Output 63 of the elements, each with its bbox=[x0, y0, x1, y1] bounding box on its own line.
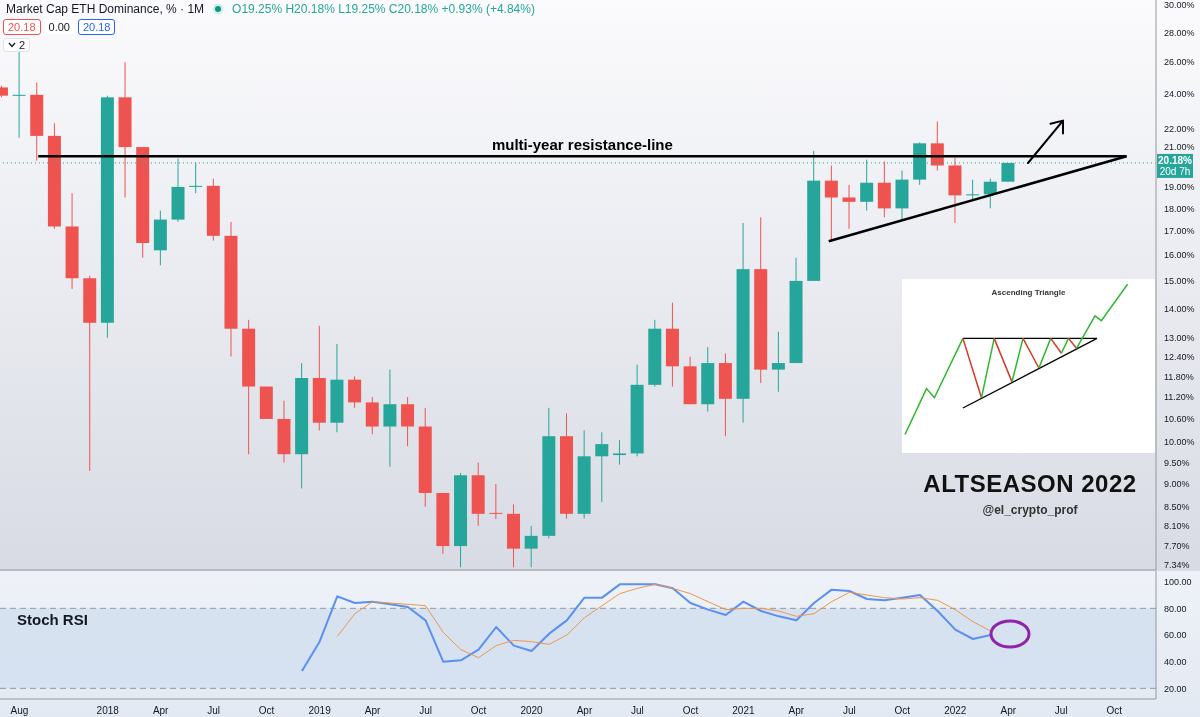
y-tick-label: 16.00% bbox=[1164, 250, 1195, 261]
y-tick-label: 19.00% bbox=[1164, 182, 1195, 193]
x-tick-label: Apr bbox=[364, 705, 382, 717]
x-tick-label: Oct bbox=[470, 705, 487, 717]
x-tick-label: Apr bbox=[152, 705, 170, 717]
y-tick-label: 11.80% bbox=[1164, 371, 1194, 382]
y-tick-label: 8.50% bbox=[1164, 501, 1190, 512]
x-tick-label: Aug bbox=[10, 705, 29, 717]
ascending-triangle-picture: Ascending Triangle bbox=[902, 279, 1155, 453]
y-tick-label: 10.00% bbox=[1164, 437, 1195, 448]
annotation: O19.25% H20.18% L19.25% C20.18% +0.93% (+4.84%) bbox=[232, 2, 535, 16]
y-tick-label: 30.00% bbox=[1164, 0, 1195, 11]
y-tick-label: 11.20% bbox=[1164, 392, 1194, 403]
y-tick-label: 80.00 bbox=[1164, 603, 1187, 614]
y-tick-label: 9.50% bbox=[1164, 457, 1190, 468]
x-tick-label: 2020 bbox=[520, 705, 544, 717]
ref-line-label: 20.18% 20d 7h bbox=[1158, 154, 1193, 177]
chart-title: Market Cap ETH Dominance, % · 1M bbox=[6, 2, 205, 16]
y-tick-label: 17.00% bbox=[1164, 226, 1195, 237]
y-tick-label: 7.34% bbox=[1164, 560, 1190, 571]
x-tick-label: Oct bbox=[894, 705, 911, 717]
x-tick-label: Jul bbox=[419, 705, 432, 717]
x-tick-label: Jul bbox=[207, 705, 221, 717]
x-tick-label: Oct bbox=[1106, 705, 1123, 717]
y-tick-label: 40.00 bbox=[1164, 656, 1187, 667]
x-tick-label: Apr bbox=[788, 705, 805, 717]
y-tick-label: 28.00% bbox=[1164, 27, 1195, 38]
annotation: 0.00 bbox=[44, 20, 74, 34]
annotation: 20.18 bbox=[3, 19, 41, 35]
y-tick-label: 20.00 bbox=[1164, 683, 1187, 694]
y-tick-label: 60.00 bbox=[1164, 630, 1187, 641]
text: Stoch RSI bbox=[17, 611, 88, 628]
x-tick-label: 2018 bbox=[96, 705, 120, 717]
x-tick-label: Jul bbox=[1054, 705, 1068, 717]
annotation: 2 bbox=[19, 39, 26, 51]
x-tick-label: 2019 bbox=[308, 705, 332, 717]
annotation: Ascending Triangle bbox=[990, 288, 1067, 297]
x-tick-label: Jul bbox=[842, 705, 856, 717]
y-tick-label: 10.60% bbox=[1164, 414, 1195, 425]
annotation: ALTSEASON 2022 bbox=[923, 470, 1137, 497]
y-tick-label: 14.00% bbox=[1164, 303, 1195, 314]
y-tick-label: 13.00% bbox=[1164, 332, 1195, 343]
x-tick-label: Apr bbox=[576, 705, 593, 717]
y-tick-label: 24.00% bbox=[1164, 89, 1195, 100]
x-tick-label: Jul bbox=[631, 705, 644, 717]
y-tick-label: 100.00 bbox=[1164, 576, 1192, 587]
x-tick-label: 2022 bbox=[944, 705, 967, 717]
y-tick-label: 22.00% bbox=[1164, 123, 1195, 134]
y-tick-label: 7.70% bbox=[1164, 541, 1190, 552]
x-tick-label: 2021 bbox=[732, 705, 755, 717]
y-tick-label: 8.10% bbox=[1164, 521, 1190, 532]
x-tick-label: Oct bbox=[258, 705, 275, 717]
x-tick-label: Oct bbox=[682, 705, 699, 717]
series-label: multi-year resistance-line bbox=[491, 136, 673, 154]
annotation: @el_crypto_prof bbox=[982, 503, 1078, 517]
y-tick-label: 12.40% bbox=[1164, 351, 1195, 362]
y-tick-label: 15.00% bbox=[1164, 276, 1195, 287]
y-tick-label: 18.00% bbox=[1164, 203, 1195, 214]
x-tick-label: Apr bbox=[1000, 705, 1017, 717]
y-tick-label: 26.00% bbox=[1164, 57, 1195, 68]
y-tick-label: 21.00% bbox=[1164, 142, 1195, 153]
annotation: 20.18 bbox=[77, 19, 116, 35]
y-tick-label: 9.00% bbox=[1164, 479, 1190, 490]
